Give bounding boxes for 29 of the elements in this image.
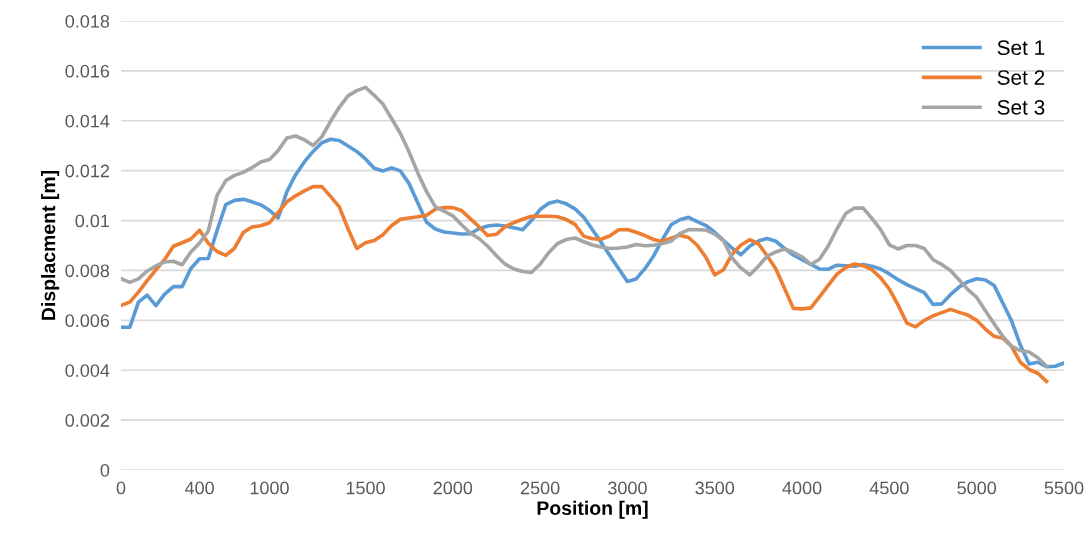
legend-label: Set 1	[997, 40, 1045, 56]
legend-label: Set 3	[997, 99, 1045, 115]
x-axis-title: Position [m]	[537, 500, 648, 519]
x-tick-label: 1000	[250, 481, 289, 495]
y-tick-label: 0.018	[65, 14, 110, 28]
x-tick-label: 2500	[520, 481, 560, 495]
y-tick-label: 0	[100, 463, 110, 477]
x-tick-label: 4500	[869, 481, 909, 495]
y-tick-label: 0.012	[65, 164, 109, 178]
x-tick-label: 4000	[782, 481, 822, 495]
x-tick-label: 400	[184, 481, 214, 495]
line-series	[121, 184, 1049, 384]
y-tick-label: 0.004	[65, 364, 110, 377]
y-tick-label: 0.006	[65, 314, 110, 328]
y-tick-label: 0.016	[65, 64, 110, 78]
y-tick-label: 0.002	[65, 414, 109, 427]
legend-label: Set 2	[997, 70, 1045, 85]
x-tick-label: 3500	[695, 481, 735, 495]
y-tick-label: 0.014	[65, 114, 110, 128]
x-tick-label: 5000	[957, 481, 997, 495]
y-tick-label: 0.008	[65, 264, 110, 278]
line-series	[121, 85, 1049, 368]
x-tick-label: 5500	[1044, 481, 1084, 495]
x-tick-label: 1500	[346, 481, 385, 495]
y-axis-title: Displacment [m]	[41, 170, 60, 320]
y-tick-label: 0.01	[75, 214, 110, 228]
x-tick-label: 2000	[433, 481, 473, 495]
x-tick-label: 0	[116, 481, 126, 495]
x-tick-label: 3000	[608, 481, 647, 495]
